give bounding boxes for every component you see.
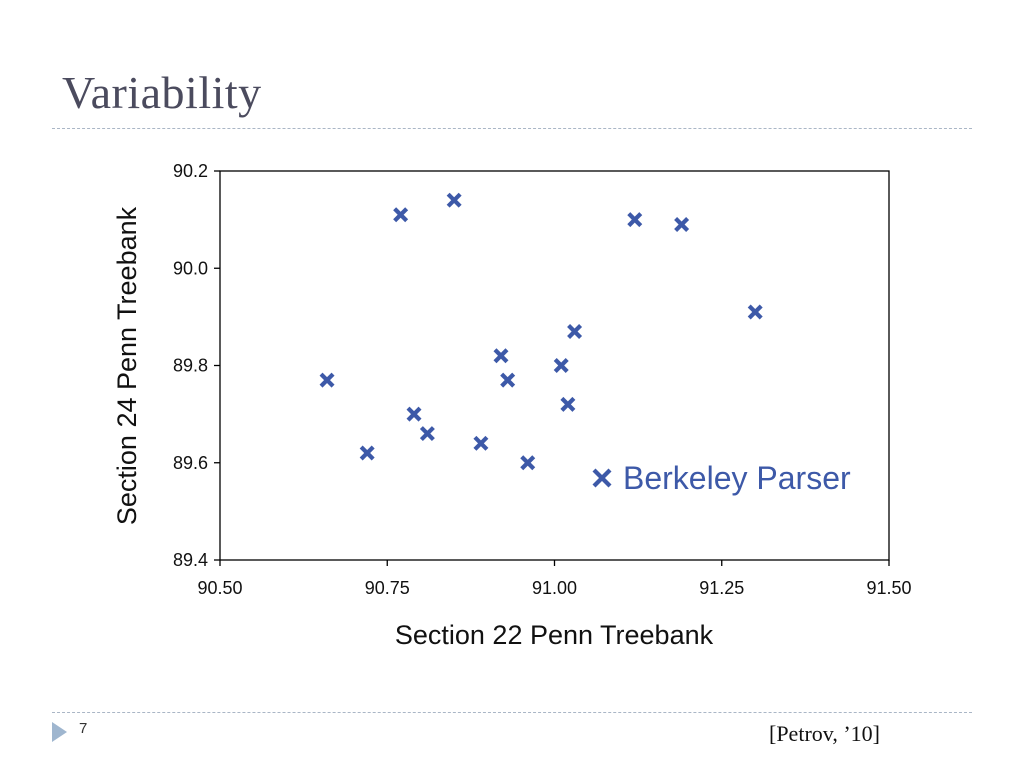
data-point: [567, 323, 583, 339]
x-tick-label: 91.00: [532, 578, 577, 598]
data-points: [319, 192, 763, 471]
legend: Berkeley Parser: [592, 460, 851, 496]
legend-marker-icon: [592, 468, 612, 488]
data-point: [627, 212, 643, 228]
data-point: [473, 435, 489, 451]
y-tick-label: 89.4: [173, 550, 208, 570]
data-point: [674, 217, 690, 232]
x-tick-label: 91.25: [699, 578, 744, 598]
page-number: 7: [79, 720, 88, 737]
y-axis-title: Section 24 Penn Treebank: [112, 206, 142, 525]
y-tick-label: 90.0: [173, 258, 208, 278]
data-point: [419, 426, 435, 442]
y-axis-ticks: 89.4 89.6 89.8 90.0 90.2: [173, 161, 220, 570]
y-tick-label: 89.6: [173, 453, 208, 473]
data-point: [446, 192, 462, 208]
data-point: [319, 372, 335, 388]
data-point: [553, 358, 569, 373]
plot-area: [219, 170, 890, 561]
legend-label: Berkeley Parser: [623, 460, 851, 496]
x-tick-label: 90.50: [197, 578, 242, 598]
y-tick-label: 89.8: [173, 356, 208, 376]
data-point: [493, 348, 509, 364]
citation: [Petrov, ’10]: [769, 721, 880, 746]
x-tick-label: 90.75: [365, 578, 410, 598]
triangle-right-icon[interactable]: [52, 722, 67, 742]
title-divider: [52, 128, 972, 129]
slide-title: Variability: [62, 67, 262, 118]
data-point: [406, 406, 422, 422]
data-point: [359, 445, 375, 461]
data-point: [500, 372, 516, 388]
data-point: [560, 396, 576, 412]
x-axis-ticks: 90.50 90.75 91.00 91.25 91.50: [197, 560, 912, 598]
data-point: [747, 304, 763, 320]
x-axis-title: Section 22 Penn Treebank: [395, 620, 714, 650]
footer-divider: [52, 712, 972, 713]
data-point: [393, 207, 409, 223]
y-tick-label: 90.2: [173, 161, 208, 181]
scatter-chart: 89.4 89.6 89.8 90.0 90.2 90.50 90.75 91.00 91.2…: [112, 161, 912, 650]
x-tick-label: 91.50: [866, 578, 911, 598]
data-point: [520, 455, 536, 471]
